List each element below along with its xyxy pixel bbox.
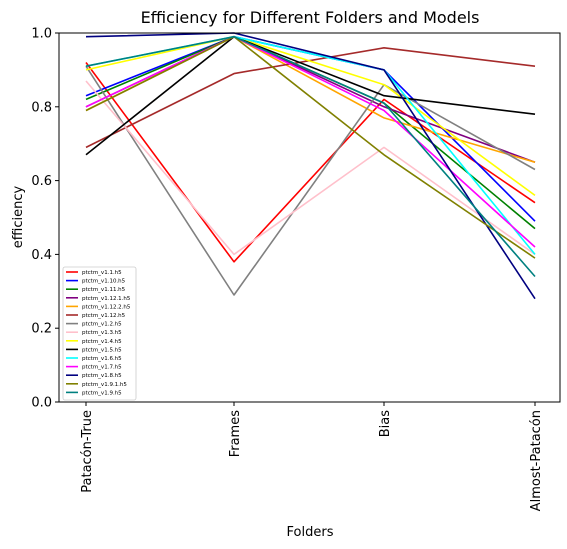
- series-line-7: [85, 80, 536, 256]
- legend-label: ptctm_v1.9.1.h5: [82, 382, 127, 388]
- series-line-6: [85, 65, 536, 296]
- series-line-13: [85, 35, 536, 259]
- legend-label: ptctm_v1.11.h5: [82, 287, 126, 293]
- legend-label: ptctm_v1.2.h5: [82, 322, 122, 328]
- y-tick-label: 0.8: [31, 100, 52, 115]
- series-line-11: [85, 35, 536, 248]
- legend-label: ptctm_v1.8.h5: [82, 373, 122, 379]
- legend-label: ptctm_v1.6.h5: [82, 356, 122, 362]
- legend-label: ptctm_v1.12.2.h5: [82, 304, 131, 310]
- legend-label: ptctm_v1.4.h5: [82, 339, 122, 345]
- series-line-8: [85, 35, 536, 197]
- plot-lines: [85, 32, 536, 300]
- legend-label: ptctm_v1.5.h5: [82, 347, 122, 353]
- y-tick-label: 0.6: [31, 174, 52, 189]
- x-axis-title: Folders: [287, 525, 334, 540]
- x-tick-label: Patacón-True: [80, 410, 95, 493]
- legend-label: ptctm_v1.12.1.h5: [82, 296, 131, 302]
- y-tick-label: 0.2: [31, 322, 52, 337]
- plot-frame: [58, 32, 561, 403]
- legend-label: ptctm_v1.7.h5: [82, 365, 122, 371]
- series-line-14: [85, 35, 536, 278]
- series-line-0: [85, 62, 536, 263]
- legend-label: ptctm_v1.3.h5: [82, 330, 122, 336]
- x-tick-label: Frames: [228, 410, 243, 458]
- series-line-12: [85, 32, 536, 300]
- y-tick-label: 0.4: [31, 248, 52, 263]
- y-tick-label: 1.0: [31, 27, 52, 42]
- x-tick-label: Bias: [378, 410, 393, 437]
- series-line-9: [85, 35, 536, 156]
- y-axis: 0.0 0.2 0.4 0.6 0.8 1.0: [31, 27, 59, 411]
- legend-label: ptctm_v1.10.h5: [82, 279, 126, 285]
- chart-title: Efficiency for Different Folders and Mod…: [141, 8, 480, 27]
- x-tick-label: Almost-Patacón: [529, 410, 544, 511]
- y-axis-title: efficiency: [11, 185, 26, 248]
- legend-box: [62, 266, 137, 401]
- y-tick-label: 0.0: [31, 396, 52, 411]
- legend: ptctm_v1.1.h5 ptctm_v1.10.h5 ptctm_v1.11.h…: [62, 266, 137, 401]
- legend-label: ptctm_v1.9.h5: [82, 390, 122, 396]
- legend-label: ptctm_v1.1.h5: [82, 270, 122, 276]
- x-axis: Patacón-True Frames Bias Almost-Patacón: [80, 402, 544, 511]
- legend-label: ptctm_v1.12.h5: [82, 313, 126, 319]
